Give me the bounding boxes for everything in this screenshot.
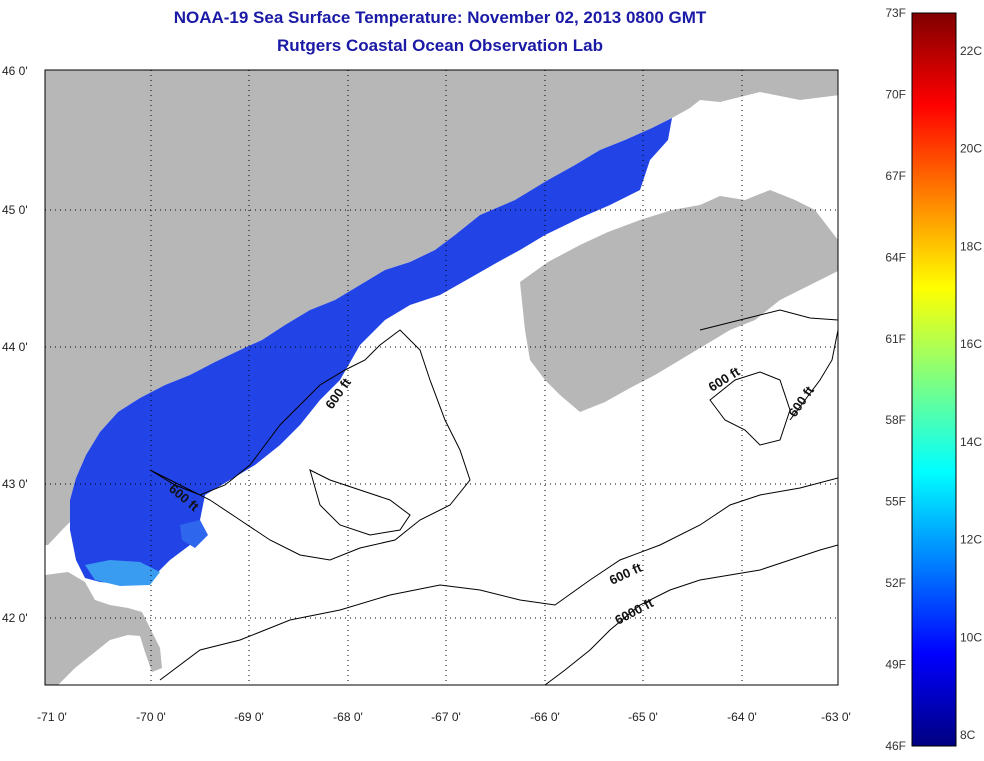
lat-label-42: 42 0' xyxy=(2,611,28,625)
contour-shelf-east xyxy=(699,309,838,331)
cape-cod-land xyxy=(45,572,162,685)
sst-mid-patch xyxy=(180,520,208,548)
colorbar-f-label: 55F xyxy=(885,495,906,509)
colorbar-f-label: 61F xyxy=(885,332,906,346)
colorbar-f-label: 58F xyxy=(885,413,906,427)
lat-label-44: 44 0' xyxy=(2,340,28,354)
contour-600ft-georges xyxy=(159,477,838,681)
lon-label-67: -67 0' xyxy=(431,710,461,724)
lat-label-46: 46 0' xyxy=(2,64,28,78)
sst-warm-patch xyxy=(85,560,160,586)
colorbar-c-label: 14C xyxy=(960,435,982,449)
colorbar-c-label: 8C xyxy=(960,728,976,742)
contour-600ft-inner xyxy=(309,469,411,536)
colorbar-c-label: 10C xyxy=(960,630,982,644)
sst-data-band xyxy=(70,118,672,585)
bay-of-fundy-water xyxy=(640,148,790,195)
lon-label-64: -64 0' xyxy=(727,710,757,724)
colorbar-c-label: 12C xyxy=(960,533,982,547)
lon-label-63: -63 0' xyxy=(821,710,851,724)
colorbar-c-label: 16C xyxy=(960,337,982,351)
bathymetry-contours xyxy=(149,309,838,685)
map-subtitle: Rutgers Coastal Ocean Observation Lab xyxy=(277,36,603,55)
colorbar-c-label: 20C xyxy=(960,142,982,156)
colorbar-labels: 73F 70F 67F 64F 61F 58F 55F 52F 49F 46F 22C 20C 18C 1… xyxy=(885,6,982,753)
colorbar-c-label: 22C xyxy=(960,44,982,58)
colorbar-f-label: 64F xyxy=(885,250,906,264)
colorbar-f-label: 73F xyxy=(885,6,906,20)
graticule xyxy=(45,70,838,685)
map-title: NOAA-19 Sea Surface Temperature: Novembe… xyxy=(173,8,707,27)
lon-label-69: -69 0' xyxy=(234,710,264,724)
lon-label-68: -68 0' xyxy=(333,710,363,724)
colorbar-f-label: 52F xyxy=(885,576,906,590)
colorbar-f-label: 49F xyxy=(885,658,906,672)
colorbar-f-label: 67F xyxy=(885,169,906,183)
colorbar xyxy=(911,12,957,747)
lon-label-66: -66 0' xyxy=(530,710,560,724)
lat-label-43: 43 0' xyxy=(2,477,28,491)
lat-label-45: 45 0' xyxy=(2,203,28,217)
lon-label-71: -71 0' xyxy=(37,710,67,724)
contour-600ft-east xyxy=(789,329,838,421)
contour-6000ft xyxy=(544,544,838,685)
colorbar-c-label: 18C xyxy=(960,239,982,253)
colorbar-f-label: 46F xyxy=(885,739,906,753)
colorbar-f-label: 70F xyxy=(885,87,906,101)
mainland-land xyxy=(45,70,838,545)
nova-scotia-land xyxy=(520,190,838,412)
lon-label-70: -70 0' xyxy=(136,710,166,724)
map-layers xyxy=(45,70,838,685)
map-frame xyxy=(44,69,839,686)
contour-600ft-scotian xyxy=(709,371,791,446)
contour-600ft-gulf xyxy=(149,329,471,561)
lon-label-65: -65 0' xyxy=(628,710,658,724)
